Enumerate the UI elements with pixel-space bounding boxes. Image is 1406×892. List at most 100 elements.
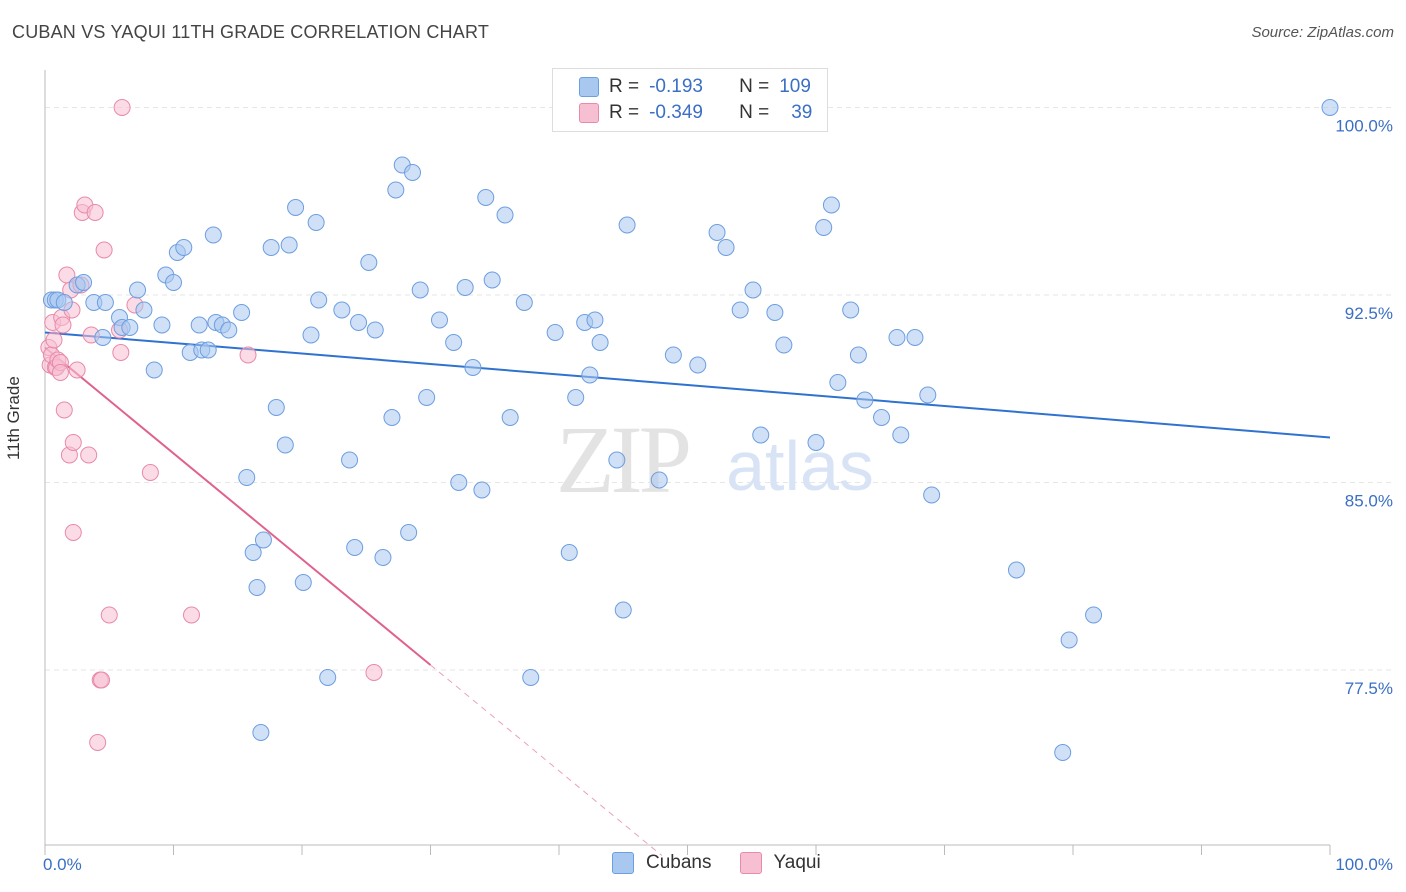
cuban-point [307, 214, 325, 231]
legend-r-label: R = [609, 76, 640, 97]
source-label: Source: ZipAtlas.com [1251, 24, 1394, 41]
cuban-point [129, 281, 147, 299]
cuban-point [254, 531, 272, 549]
cuban-point [1085, 606, 1103, 624]
cuban-point [618, 216, 636, 234]
cuban-point [350, 314, 368, 331]
grid-lines [45, 107, 1395, 671]
yaqui-label: Yaqui [773, 852, 821, 873]
cuban-point [650, 471, 668, 489]
cuban-point [238, 469, 256, 486]
yaqui-trend-line [44, 346, 432, 666]
cuban-point [360, 254, 378, 271]
cuban-point [96, 294, 114, 311]
cuban-point [190, 316, 208, 334]
cuban-point [302, 326, 320, 344]
watermark-atlas: atlas [726, 427, 874, 505]
cuban-point [387, 181, 405, 199]
cuban-point [280, 236, 298, 254]
yaqui-point [100, 606, 118, 624]
yaqui-point [80, 446, 98, 464]
cuban-point [546, 324, 564, 341]
yaqui-point [112, 344, 130, 361]
cuban-point [496, 206, 514, 224]
cuban-point [233, 304, 251, 321]
legend-swatch-cubans [579, 77, 599, 97]
cuban-point [175, 239, 193, 256]
cuban-point [464, 359, 482, 376]
cuban-point [829, 374, 847, 391]
cuban-point [400, 524, 418, 541]
yaqui-trend-extension [430, 664, 663, 856]
yaqui-point [113, 99, 131, 116]
cuban-point [591, 334, 609, 351]
cuban-point [522, 669, 540, 686]
cuban-point [708, 224, 726, 241]
cuban-point [94, 329, 112, 346]
yaqui-point [95, 241, 113, 259]
legend-r-value: -0.193 [649, 76, 703, 97]
cuban-point [664, 346, 682, 364]
legend-r-label: R = [609, 102, 640, 123]
cuban-point [1054, 744, 1072, 761]
cuban-point [873, 409, 891, 426]
cuban-point [892, 426, 910, 444]
legend-row-yaqui: R = -0.349 N = 39 [579, 101, 812, 125]
cuban-point [418, 389, 436, 406]
cuban-point [906, 329, 924, 346]
cuban-point [560, 544, 578, 561]
yaqui-point [64, 524, 82, 541]
cuban-point [220, 321, 238, 339]
cuban-point [135, 301, 153, 319]
yaqui-point [45, 331, 63, 349]
cuban-point [717, 239, 735, 256]
yaqui-point [89, 734, 107, 751]
cuban-point [456, 279, 474, 296]
correlation-legend: R = -0.193 N = 109 R = -0.349 N = 39 [552, 68, 828, 132]
cuban-point [248, 579, 266, 596]
yaqui-point [68, 361, 86, 379]
cuban-point [775, 336, 793, 354]
series-legend: Cubans Yaqui [612, 852, 849, 874]
cuban-point [815, 219, 833, 236]
cuban-point [752, 426, 770, 444]
cuban-point [483, 271, 501, 289]
cuban-point [586, 311, 604, 329]
yaqui-point [239, 346, 257, 364]
cuban-point [608, 451, 626, 469]
cuban-point [121, 319, 139, 336]
cuban-point [165, 274, 182, 291]
cuban-point [430, 311, 448, 329]
cuban-point [1321, 99, 1339, 116]
cuban-points [42, 99, 1339, 761]
cuban-point [153, 316, 171, 334]
legend-n-value: 109 [779, 76, 811, 97]
cuban-point [204, 226, 222, 244]
cuban-point [276, 436, 294, 454]
cuban-point [923, 486, 941, 504]
yaqui-point [86, 204, 104, 221]
legend-item-cubans[interactable]: Cubans [612, 852, 712, 874]
cuban-point [55, 294, 73, 311]
yaqui-point [64, 434, 82, 451]
y-tick-label: 92.5% [1345, 304, 1393, 323]
cuban-point [294, 574, 312, 591]
yaqui-point [93, 671, 111, 689]
cubans-label: Cubans [646, 852, 712, 873]
cuban-point [477, 189, 495, 206]
y-tick-label: 77.5% [1345, 679, 1393, 698]
cuban-point [1007, 561, 1025, 579]
watermark: ZIP atlas [556, 406, 874, 513]
cuban-point [319, 669, 337, 686]
cuban-point [919, 386, 937, 404]
legend-item-yaqui[interactable]: Yaqui [739, 852, 821, 874]
y-tick-label: 100.0% [1335, 117, 1393, 136]
cuban-point [1060, 631, 1078, 649]
chart-title: CUBAN VS YAQUI 11TH GRADE CORRELATION CH… [12, 22, 490, 42]
cuban-point [731, 301, 749, 319]
cuban-point [581, 366, 599, 384]
cuban-point [341, 451, 359, 469]
x-tick-label: 100.0% [1335, 855, 1393, 874]
legend-swatch-yaqui [579, 103, 599, 123]
